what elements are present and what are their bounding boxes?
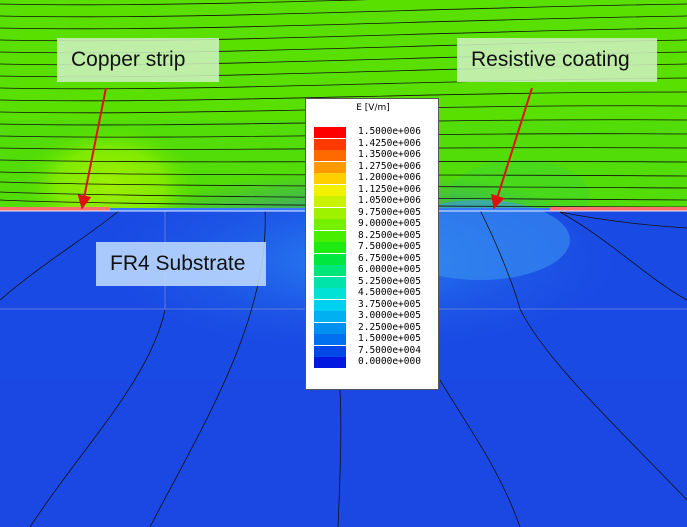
legend-value: 4.5000e+005: [358, 287, 421, 298]
legend-swatch: [314, 230, 346, 242]
legend-value: 9.7500e+005: [358, 206, 421, 218]
legend-swatch: [314, 299, 346, 311]
legend-row: 1.5000e+005: [314, 333, 438, 345]
legend-swatch: [314, 219, 346, 230]
fr4-substrate-label: FR4 Substrate: [96, 242, 266, 286]
legend-swatch: [314, 196, 346, 207]
legend-row: 1.3500e+006: [314, 149, 438, 161]
legend-swatch: [314, 276, 346, 288]
legend-row: 9.0000e+005: [314, 218, 438, 230]
legend-row: 6.7500e+005: [314, 252, 438, 265]
legend-value: 8.2500e+005: [358, 229, 421, 241]
color-legend: E [V/m] 1.5000e+006 1.4250e+006 1.3500e+00…: [305, 98, 439, 390]
legend-swatch: [314, 265, 346, 276]
resistive-coating-label: Resistive coating: [457, 38, 657, 82]
legend-value: 3.0000e+005: [358, 310, 421, 321]
legend-row: 4.5000e+005: [314, 287, 438, 299]
legend-swatch: [314, 322, 346, 334]
legend-swatch: [314, 345, 346, 357]
legend-value: 7.5000e+004: [358, 344, 421, 356]
legend-row: 0.0000e+000: [314, 356, 438, 368]
legend-value: 6.7500e+005: [358, 252, 421, 264]
legend-row: 1.1250e+006: [314, 183, 438, 196]
legend-value: 1.5000e+005: [358, 333, 421, 344]
legend-value: 9.0000e+005: [358, 218, 421, 229]
copper-strip: [0, 207, 110, 211]
legend-value: 3.7500e+005: [358, 298, 421, 310]
substrate-lower-zone: [0, 380, 687, 527]
legend-row: 1.4250e+006: [314, 137, 438, 150]
field-lines-substrate: [0, 209, 687, 527]
legend-value: 6.0000e+005: [358, 264, 421, 275]
legend-value: 5.2500e+005: [358, 275, 421, 287]
legend-swatch: [314, 253, 346, 265]
copper-strip-arrow: [77, 87, 107, 210]
legend-value: 1.0500e+006: [358, 195, 421, 206]
legend-swatch: [314, 184, 346, 196]
legend-value: 1.2750e+006: [358, 160, 421, 172]
legend-swatch: [314, 311, 346, 322]
legend-swatch: [314, 138, 346, 150]
copper-strip-label: Copper strip: [57, 38, 219, 82]
legend-row: 1.2000e+006: [314, 172, 438, 184]
legend-swatch: [314, 207, 346, 219]
legend-row: 2.2500e+005: [314, 321, 438, 334]
legend-value: 1.4250e+006: [358, 137, 421, 149]
legend-swatch: [314, 161, 346, 173]
legend-value: 1.5000e+006: [358, 126, 421, 137]
legend-swatch: [314, 334, 346, 345]
legend-row: 5.2500e+005: [314, 275, 438, 288]
legend-row: 9.7500e+005: [314, 206, 438, 219]
legend-value: 1.2000e+006: [358, 172, 421, 183]
legend-value: 7.5000e+005: [358, 241, 421, 252]
legend-row: 6.0000e+005: [314, 264, 438, 276]
legend-value: 1.1250e+006: [358, 183, 421, 195]
legend-swatch: [314, 150, 346, 161]
legend-value: 2.2500e+005: [358, 321, 421, 333]
legend-swatch: [314, 288, 346, 299]
legend-row: 7.5000e+005: [314, 241, 438, 253]
legend-row: 1.0500e+006: [314, 195, 438, 207]
legend-swatch: [314, 173, 346, 184]
legend-swatch: [314, 242, 346, 253]
resistive-coating-arrow: [491, 87, 533, 210]
legend-row: 7.5000e+004: [314, 344, 438, 357]
legend-value: 1.3500e+006: [358, 149, 421, 160]
legend-swatch: [314, 127, 346, 138]
copper-strip-right: [550, 207, 687, 211]
legend-row: 3.7500e+005: [314, 298, 438, 311]
legend-value: 0.0000e+000: [358, 356, 421, 367]
legend-row: 1.2750e+006: [314, 160, 438, 173]
legend-swatch: [314, 357, 346, 368]
legend-row: 3.0000e+005: [314, 310, 438, 322]
legend-row: 1.5000e+006: [314, 126, 438, 138]
legend-row: 8.2500e+005: [314, 229, 438, 242]
legend-title: E [V/m]: [356, 103, 390, 113]
